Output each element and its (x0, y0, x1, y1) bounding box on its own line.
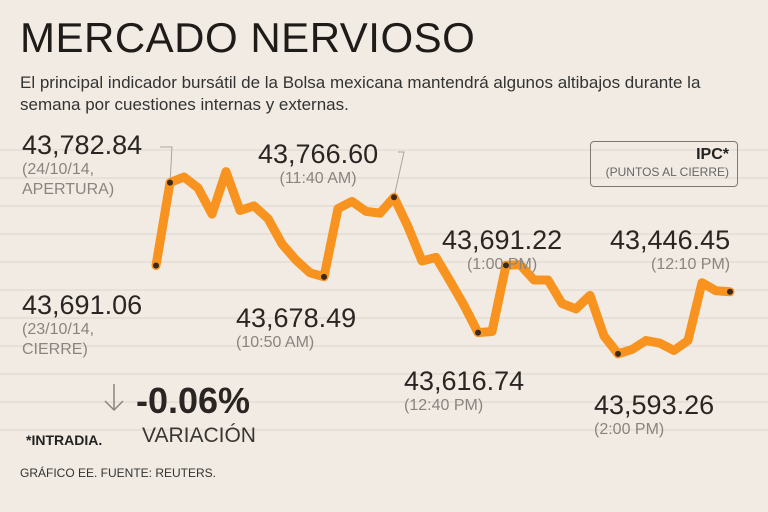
ipc-series-line (151, 167, 735, 359)
chart-subtitle: El principal indicador bursátil de la Bo… (20, 73, 701, 114)
legend-sublabel: (PUNTOS AL CIERRE) (605, 165, 729, 179)
data-point-marker (503, 262, 509, 269)
data-point-marker (153, 262, 159, 269)
variation-value: -0.06% (136, 380, 251, 421)
annotation-1210-time: (12:10 PM) (650, 256, 731, 273)
annotation-1400-time: (2:00 PM) (594, 421, 665, 438)
leader-lines (160, 146, 405, 198)
annotation-1210: 43,446.45 (12:10 PM) (610, 225, 730, 275)
variation-label: VARIACIÓN (142, 424, 256, 447)
legend-label: IPC* (696, 146, 729, 163)
annotation-1140: 43,766.60 (11:40 AM) (258, 139, 378, 189)
data-point-marker (391, 194, 397, 201)
annotation-1050-value: 43,678.49 (236, 303, 357, 333)
annotation-1140-time: (11:40 AM) (279, 170, 357, 187)
annotation-1050: 43,678.49 (10:50 AM) (236, 303, 356, 353)
legend-box: IPC* (PUNTOS AL CIERRE) (590, 141, 738, 187)
annotation-1240-value: 43,616.74 (404, 366, 525, 396)
annotation-close-prev-kind: CIERRE) (22, 341, 88, 358)
annotation-1240-time: (12:40 PM) (404, 397, 484, 414)
ipc-series (151, 167, 735, 359)
gridlines (0, 149, 768, 431)
annotation-close-prev: 43,691.06 (23/10/14, CIERRE) (22, 290, 142, 360)
footnote: *INTRADIA. (26, 432, 103, 448)
annotation-1300: 43,691.22 (1:00 PM) (442, 225, 562, 275)
leader-line-open (160, 146, 173, 183)
annotation-1400: 43,593.26 (2:00 PM) (594, 390, 714, 440)
annotation-open-kind: APERTURA) (22, 181, 115, 198)
leader-line-1140 (393, 151, 405, 198)
data-point-marker (321, 273, 327, 280)
annotation-1210-value: 43,446.45 (610, 225, 731, 255)
chart-title: MERCADO NERVIOSO (20, 14, 476, 61)
data-point-marker (727, 288, 733, 295)
annotation-open: 43,782.84 (24/10/14, APERTURA) (22, 130, 142, 200)
annotation-1240: 43,616.74 (12:40 PM) (404, 366, 524, 416)
annotation-1140-value: 43,766.60 (258, 139, 379, 169)
data-point-marker (475, 329, 481, 336)
annotation-1050-time: (10:50 AM) (236, 334, 315, 351)
highlight-markers (153, 179, 733, 357)
annotation-1400-value: 43,593.26 (594, 390, 715, 420)
annotation-1300-time: (1:00 PM) (466, 256, 538, 273)
annotation-1300-value: 43,691.22 (442, 225, 563, 255)
data-point-marker (615, 350, 621, 357)
data-point-marker (167, 179, 173, 186)
arrow-down-icon (104, 384, 124, 412)
annotation-open-date: (24/10/14, (22, 161, 95, 178)
source-credit: GRÁFICO EE. FUENTE: REUTERS. (20, 466, 217, 480)
annotation-close-prev-date: (23/10/14, (22, 321, 95, 338)
annotation-close-prev-value: 43,691.06 (22, 290, 143, 320)
annotation-open-value: 43,782.84 (22, 130, 143, 160)
